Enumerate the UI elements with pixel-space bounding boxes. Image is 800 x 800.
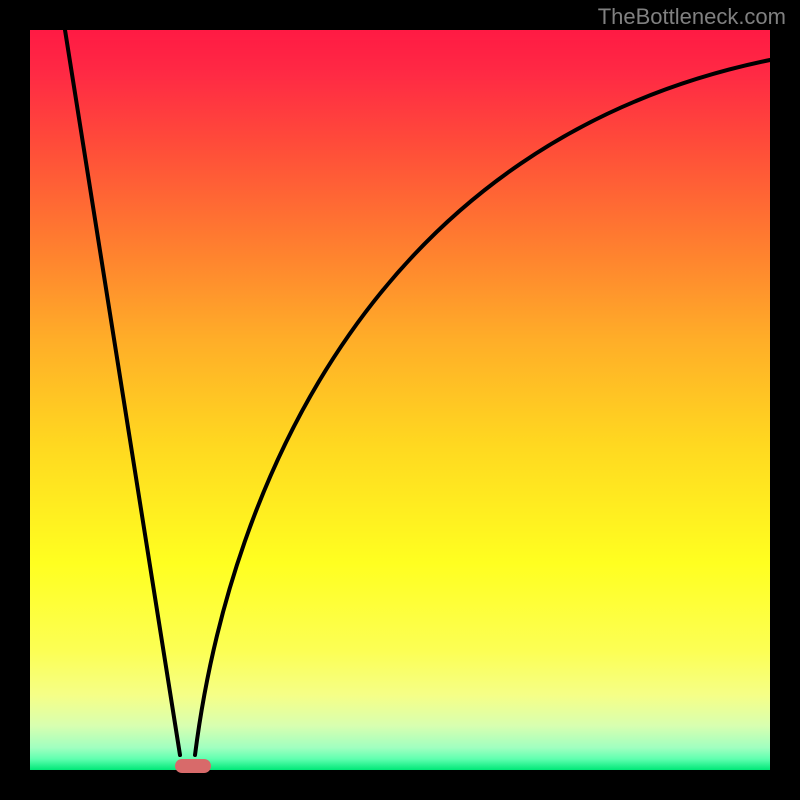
watermark-text: TheBottleneck.com [598,4,786,30]
optimal-marker [175,759,211,773]
chart-plot-area [30,30,770,770]
bottleneck-chart [0,0,800,800]
chart-container: TheBottleneck.com [0,0,800,800]
